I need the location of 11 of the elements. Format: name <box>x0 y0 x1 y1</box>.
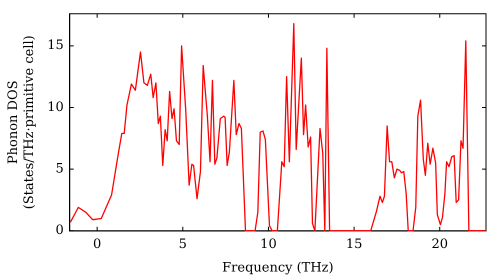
x-tick-label: 15 <box>346 236 362 252</box>
y-tick-label: 10 <box>47 100 64 115</box>
y-tick-label: 5 <box>55 162 64 177</box>
x-tick-label: 10 <box>260 236 277 252</box>
y-tick-label: 15 <box>47 38 64 54</box>
x-tick-label: 0 <box>93 236 102 252</box>
x-tick-label: 20 <box>431 236 448 252</box>
x-axis-title: Frequency (THz) <box>222 260 334 276</box>
y-axis-title: Phonon DOS (States/THz·primitive cell) <box>6 35 37 210</box>
y-tick-label: 0 <box>55 223 64 238</box>
x-tick-label: 5 <box>178 236 187 252</box>
